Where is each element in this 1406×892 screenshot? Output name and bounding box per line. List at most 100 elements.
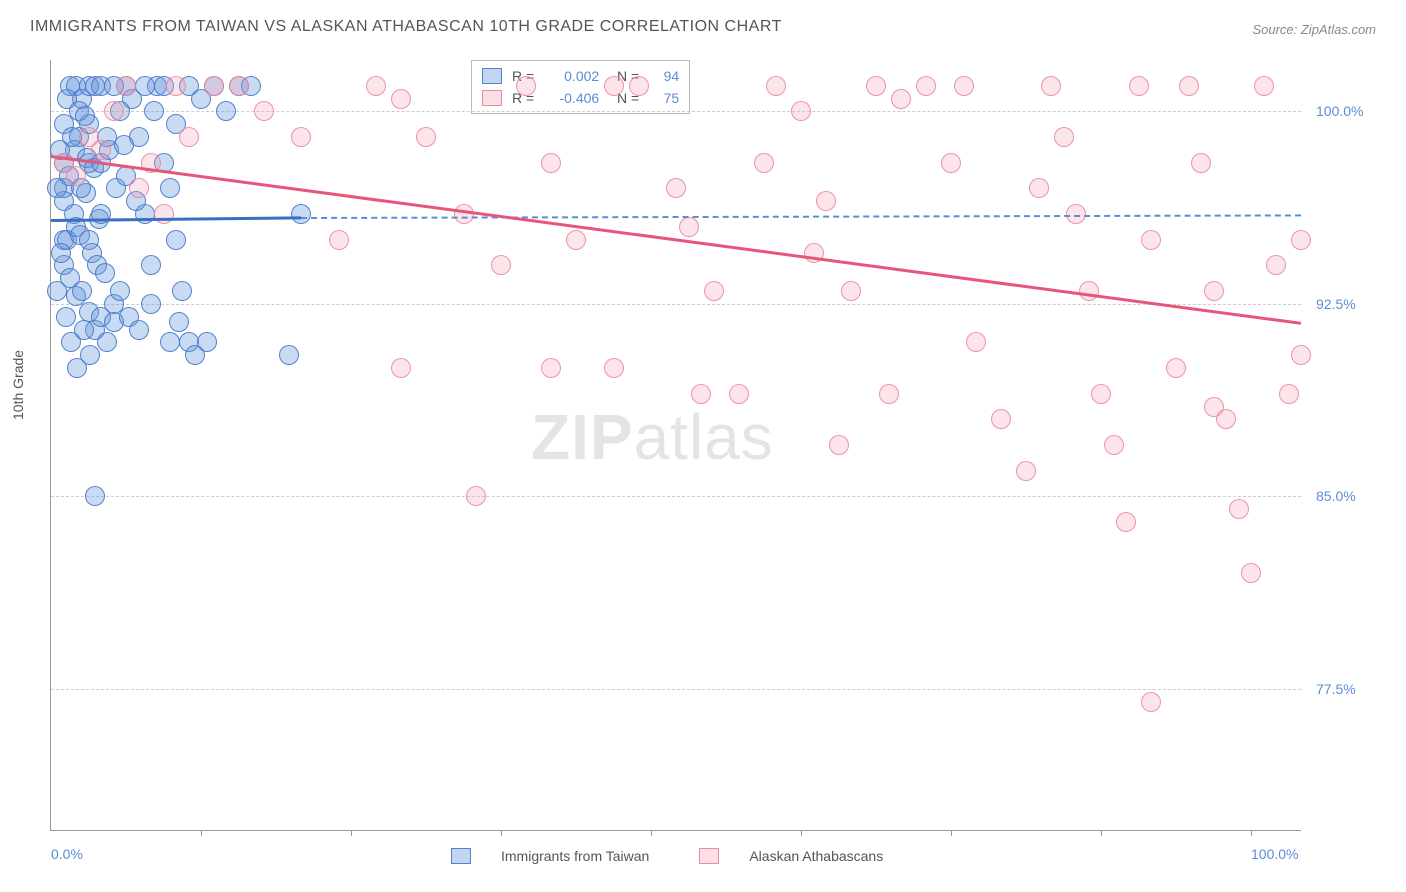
data-point [80,345,100,365]
data-point [1029,178,1049,198]
data-point [841,281,861,301]
data-point [1204,397,1224,417]
data-point [291,204,311,224]
data-point [1279,384,1299,404]
data-point [154,204,174,224]
data-point [891,89,911,109]
source-attribution: Source: ZipAtlas.com [1252,22,1376,37]
data-point [141,255,161,275]
data-point [329,230,349,250]
watermark-atlas: atlas [634,401,774,473]
legend-label-blue: Immigrants from Taiwan [501,848,649,864]
trend-line [301,214,1301,219]
data-point [1191,153,1211,173]
x-tick-mark [1101,830,1102,836]
data-point [85,486,105,506]
x-tick-label: 100.0% [1251,846,1298,862]
data-point [197,332,217,352]
data-point [104,101,124,121]
data-point [291,127,311,147]
legend-r-blue: 0.002 [544,68,599,84]
data-point [541,358,561,378]
data-point [604,358,624,378]
data-point [51,243,71,263]
data-point [47,281,67,301]
x-tick-label: 0.0% [51,846,83,862]
data-point [160,178,180,198]
correlation-legend: R = 0.002 N = 94 R = -0.406 N = 75 [471,60,690,114]
data-point [866,76,886,96]
data-point [97,332,117,352]
data-point [1179,76,1199,96]
data-point [954,76,974,96]
data-point [91,140,111,160]
data-point [704,281,724,301]
y-axis-label: 10th Grade [10,350,26,420]
data-point [114,135,134,155]
data-point [1129,76,1149,96]
chart-title: IMMIGRANTS FROM TAIWAN VS ALASKAN ATHABA… [30,18,782,36]
watermark-zip: ZIP [531,401,634,473]
data-point [816,191,836,211]
x-tick-mark [501,830,502,836]
data-point [1141,692,1161,712]
data-point [941,153,961,173]
data-point [110,281,130,301]
data-point [1241,563,1261,583]
x-tick-mark [1251,830,1252,836]
data-point [1166,358,1186,378]
data-point [666,178,686,198]
x-tick-mark [651,830,652,836]
legend-row-pink: R = -0.406 N = 75 [482,87,679,109]
data-point [454,204,474,224]
legend-n-blue: 94 [649,68,679,84]
data-point [1266,255,1286,275]
x-tick-mark [801,830,802,836]
data-point [766,76,786,96]
swatch-pink-icon [482,90,502,106]
data-point [1254,76,1274,96]
data-point [169,312,189,332]
legend-r-pink: -0.406 [544,90,599,106]
data-point [1141,230,1161,250]
gridline [51,689,1301,690]
gridline [51,496,1301,497]
data-point [1291,345,1311,365]
data-point [991,409,1011,429]
data-point [416,127,436,147]
gridline [51,304,1301,305]
data-point [1079,281,1099,301]
data-point [1091,384,1111,404]
x-tick-mark [201,830,202,836]
data-point [72,281,92,301]
data-point [129,320,149,340]
chart-container: IMMIGRANTS FROM TAIWAN VS ALASKAN ATHABA… [0,0,1406,892]
watermark: ZIPatlas [531,400,774,474]
data-point [1054,127,1074,147]
data-point [679,217,699,237]
data-point [66,166,86,186]
data-point [629,76,649,96]
data-point [1041,76,1061,96]
data-point [160,332,180,352]
data-point [179,127,199,147]
data-point [166,230,186,250]
bottom-legend: Immigrants from Taiwan Alaskan Athabasca… [451,848,883,864]
data-point [966,332,986,352]
data-point [916,76,936,96]
data-point [366,76,386,96]
data-point [1116,512,1136,532]
data-point [391,89,411,109]
data-point [135,76,155,96]
data-point [172,281,192,301]
data-point [829,435,849,455]
data-point [604,76,624,96]
swatch-blue-icon [451,848,471,864]
data-point [541,153,561,173]
data-point [116,76,136,96]
data-point [47,178,67,198]
data-point [1291,230,1311,250]
data-point [141,294,161,314]
data-point [466,486,486,506]
data-point [1104,435,1124,455]
